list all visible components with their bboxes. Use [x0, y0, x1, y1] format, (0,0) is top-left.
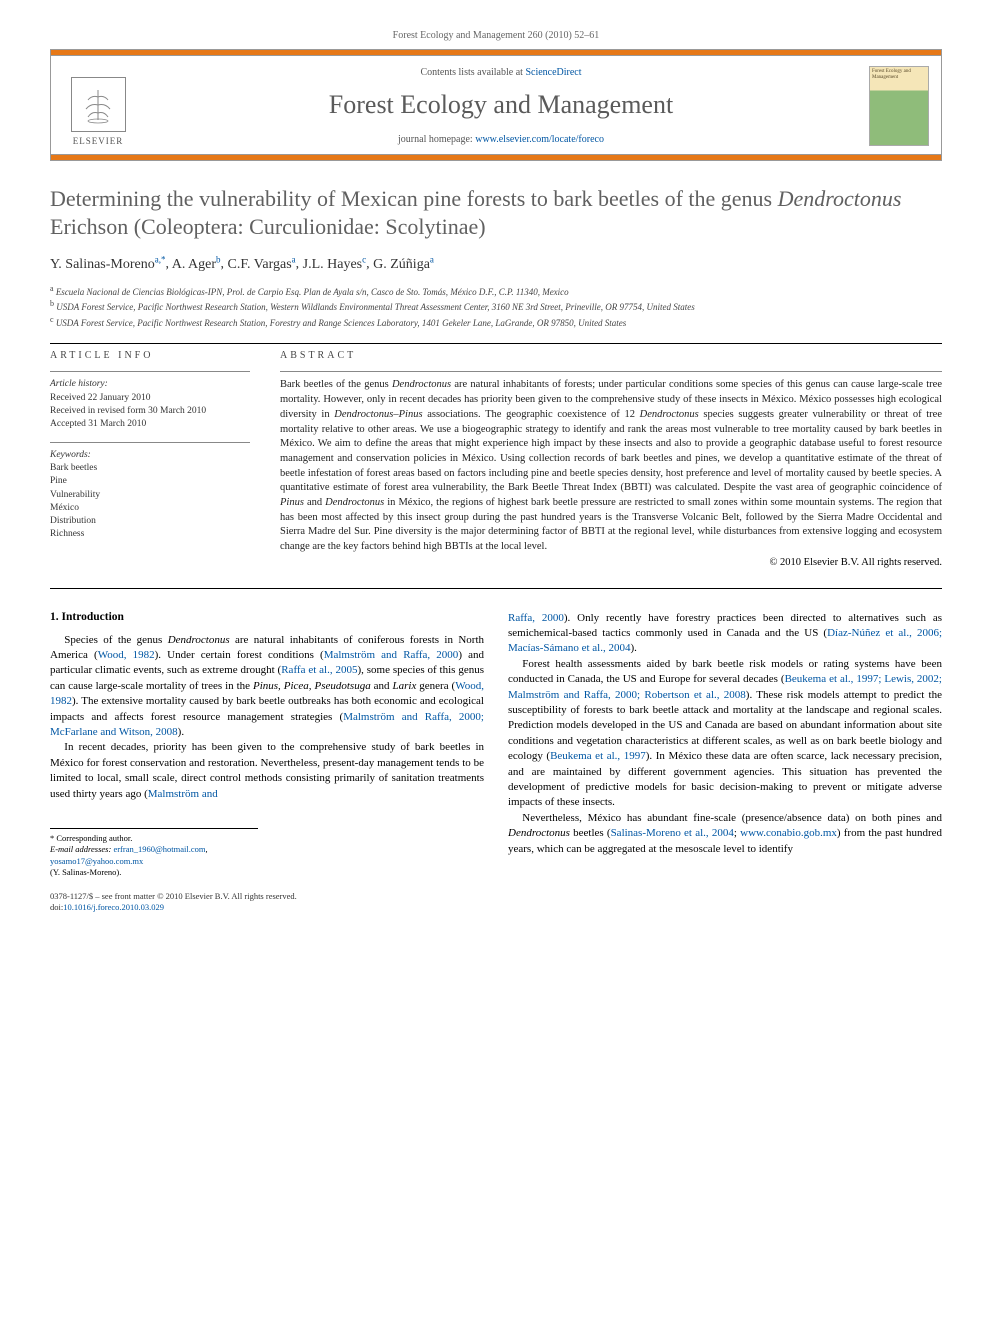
header-content: ELSEVIER Contents lists available at Sci…	[51, 56, 941, 154]
corresponding-author: * Corresponding author.	[50, 833, 258, 844]
abstract-heading: ABSTRACT	[280, 350, 942, 361]
homepage-prefix: journal homepage:	[398, 134, 475, 145]
abstract-copyright: © 2010 Elsevier B.V. All rights reserved…	[280, 557, 942, 568]
body-columns: 1. Introduction Species of the genus Den…	[50, 611, 942, 879]
page: Forest Ecology and Management 260 (2010)…	[0, 0, 992, 954]
email-2-link[interactable]: yosamo17@yahoo.com.mx	[50, 856, 143, 866]
info-abstract-row: ARTICLE INFO Article history: Received 2…	[50, 350, 942, 567]
intro-p3: Raffa, 2000). Only recently have forestr…	[508, 611, 942, 657]
history-label: Article history:	[50, 378, 250, 391]
author: A. Agerb	[172, 257, 221, 272]
article-title: Determining the vulnerability of Mexican…	[50, 185, 942, 240]
keyword: Vulnerability	[50, 489, 250, 502]
author: G. Zúñigaa	[373, 257, 434, 272]
body-col-right: Raffa, 2000). Only recently have forestr…	[508, 611, 942, 879]
keywords-block: Keywords: Bark beetlesPineVulnerabilityM…	[50, 449, 250, 542]
footnotes: * Corresponding author. E-mail addresses…	[50, 828, 258, 879]
intro-p4: Forest health assessments aided by bark …	[508, 657, 942, 811]
affil-ref[interactable]: b	[216, 254, 221, 264]
abstract-col: ABSTRACT Bark beetles of the genus Dendr…	[280, 350, 942, 567]
abstract-rule	[280, 371, 942, 372]
contents-available-line: Contents lists available at ScienceDirec…	[145, 67, 857, 78]
keyword: Distribution	[50, 515, 250, 528]
keyword: México	[50, 502, 250, 515]
journal-name: Forest Ecology and Management	[145, 90, 857, 120]
elsevier-tree-icon	[71, 77, 126, 132]
header-bottom-bar	[51, 154, 941, 160]
authors-line: Y. Salinas-Morenoa,*, A. Agerb, C.F. Var…	[50, 254, 942, 273]
intro-p2: In recent decades, priority has been giv…	[50, 740, 484, 802]
journal-cover-thumb: Forest Ecology and Management	[869, 66, 929, 146]
rule-top	[50, 343, 942, 344]
contents-prefix: Contents lists available at	[420, 67, 525, 78]
doi-link[interactable]: 10.1016/j.foreco.2010.03.029	[63, 902, 164, 912]
keyword: Bark beetles	[50, 462, 250, 475]
homepage-line: journal homepage: www.elsevier.com/locat…	[145, 134, 857, 145]
info-rule-1	[50, 371, 250, 372]
intro-p5: Nevertheless, México has abundant fine-s…	[508, 811, 942, 857]
front-matter-line: 0378-1127/$ – see front matter © 2010 El…	[50, 891, 942, 902]
rule-bottom	[50, 588, 942, 589]
affil-ref[interactable]: c	[362, 254, 366, 264]
header-middle: Contents lists available at ScienceDirec…	[145, 67, 857, 145]
sciencedirect-link[interactable]: ScienceDirect	[525, 67, 581, 78]
section-1-heading: 1. Introduction	[50, 611, 484, 623]
running-head: Forest Ecology and Management 260 (2010)…	[50, 30, 942, 41]
elsevier-name: ELSEVIER	[73, 136, 124, 146]
doi-line: doi:10.1016/j.foreco.2010.03.029	[50, 902, 942, 913]
body-col-left: 1. Introduction Species of the genus Den…	[50, 611, 484, 879]
keyword: Pine	[50, 475, 250, 488]
email-1-link[interactable]: erfran_1960@hotmail.com	[113, 844, 205, 854]
article-history: Article history: Received 22 January 201…	[50, 378, 250, 431]
keyword: Richness	[50, 528, 250, 541]
corr-name: (Y. Salinas-Moreno).	[50, 867, 258, 878]
keywords-label: Keywords:	[50, 449, 250, 462]
history-line: Received 22 January 2010	[50, 392, 250, 405]
affiliations: a Escuela Nacional de Ciencias Biológica…	[50, 283, 942, 330]
author: C.F. Vargasa	[228, 257, 296, 272]
body-text-left: Species of the genus Dendroctonus are na…	[50, 633, 484, 802]
affil-ref[interactable]: a	[292, 254, 296, 264]
abstract-text: Bark beetles of the genus Dendroctonus a…	[280, 378, 942, 554]
affiliation-line: a Escuela Nacional de Ciencias Biológica…	[50, 283, 942, 299]
history-line: Received in revised form 30 March 2010	[50, 405, 250, 418]
email-line: E-mail addresses: erfran_1960@hotmail.co…	[50, 844, 258, 867]
body-text-right: Raffa, 2000). Only recently have forestr…	[508, 611, 942, 857]
affiliation-line: b USDA Forest Service, Pacific Northwest…	[50, 298, 942, 314]
cover-title: Forest Ecology and Management	[872, 69, 926, 80]
email-label: E-mail addresses:	[50, 844, 111, 854]
journal-header-box: ELSEVIER Contents lists available at Sci…	[50, 49, 942, 161]
intro-p1: Species of the genus Dendroctonus are na…	[50, 633, 484, 741]
author: J.L. Hayesc	[303, 257, 367, 272]
email-sep: ,	[206, 844, 208, 854]
article-info-heading: ARTICLE INFO	[50, 350, 250, 361]
doi-prefix: doi:	[50, 902, 63, 912]
affiliation-line: c USDA Forest Service, Pacific Northwest…	[50, 314, 942, 330]
homepage-link[interactable]: www.elsevier.com/locate/foreco	[475, 134, 604, 145]
history-line: Accepted 31 March 2010	[50, 418, 250, 431]
article-info-col: ARTICLE INFO Article history: Received 2…	[50, 350, 250, 567]
info-rule-2	[50, 442, 250, 443]
author: Y. Salinas-Morenoa,*	[50, 257, 165, 272]
affil-ref[interactable]: a	[430, 254, 434, 264]
bottom-meta: 0378-1127/$ – see front matter © 2010 El…	[50, 891, 942, 914]
elsevier-logo: ELSEVIER	[63, 66, 133, 146]
